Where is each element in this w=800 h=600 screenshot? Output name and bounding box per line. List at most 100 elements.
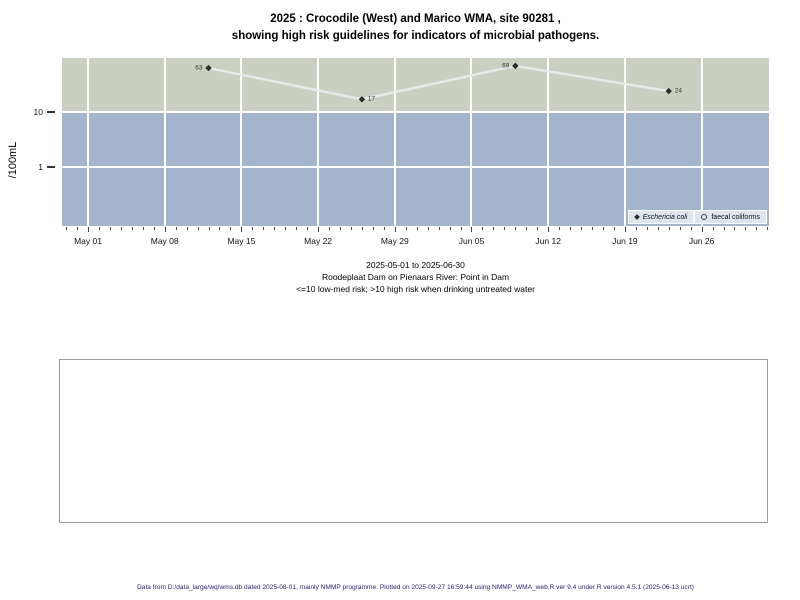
x-minor-tick xyxy=(230,227,232,230)
legend-item-ecoli: Eschericia coli xyxy=(627,210,695,224)
ecoli-series-svg xyxy=(205,62,672,103)
x-minor-tick xyxy=(613,227,615,230)
x-minor-tick xyxy=(745,227,747,230)
x-minor-tick xyxy=(153,227,155,230)
x-tick-label: May 08 xyxy=(150,236,179,246)
data-point-marker xyxy=(665,87,672,95)
x-minor-tick xyxy=(690,227,692,230)
x-major-tick xyxy=(394,227,396,232)
vertical-gridline xyxy=(470,58,473,226)
x-minor-tick xyxy=(263,227,265,230)
y-tick-label: 1 xyxy=(38,162,43,172)
horizontal-gridline xyxy=(62,166,769,168)
x-minor-tick xyxy=(592,227,594,230)
x-minor-tick xyxy=(350,227,352,230)
x-major-tick xyxy=(471,227,473,232)
x-minor-tick xyxy=(449,227,451,230)
data-point-label: 69 xyxy=(502,62,510,70)
x-minor-tick xyxy=(570,227,572,230)
x-minor-tick xyxy=(219,227,221,230)
empty-panel xyxy=(59,359,768,523)
x-minor-tick xyxy=(142,227,144,230)
plot-area: May 01 May 08 May 15 May 22 May 29 Jun 05 Jun … xyxy=(34,58,769,246)
low-med-risk-band xyxy=(62,112,769,226)
x-minor-tick xyxy=(635,227,637,230)
x-minor-tick xyxy=(767,227,769,230)
x-minor-tick xyxy=(372,227,374,230)
x-minor-tick xyxy=(515,227,517,230)
x-minor-tick xyxy=(493,227,495,230)
x-minor-tick xyxy=(646,227,648,230)
open-circle-icon xyxy=(701,214,708,220)
x-tick-label: Jun 26 xyxy=(688,236,715,246)
vertical-gridline xyxy=(700,58,703,226)
x-minor-tick xyxy=(679,227,681,230)
x-minor-tick xyxy=(712,227,714,230)
x-minor-tick xyxy=(98,227,100,230)
x-minor-tick xyxy=(77,227,79,230)
x-minor-tick xyxy=(197,227,199,230)
x-minor-tick xyxy=(537,227,539,230)
legend-item-faecal-coliforms: faecal coliforms xyxy=(694,210,767,224)
legend-label-faecal-coliforms: faecal coliforms xyxy=(711,213,760,221)
x-minor-tick xyxy=(361,227,363,230)
x-minor-tick xyxy=(329,227,331,230)
y-axis-label: /100mL xyxy=(7,141,19,179)
data-point-marker xyxy=(358,96,366,103)
chart-title-line1: 2025 : Crocodile (West) and Marico WMA, … xyxy=(270,13,561,25)
vertical-gridline xyxy=(393,58,396,226)
x-tick-label: May 29 xyxy=(380,236,409,246)
x-minor-tick xyxy=(427,227,429,230)
horizontal-gridline xyxy=(62,111,769,113)
subtitle-date-range: 2025-05-01 to 2025-06-30 xyxy=(366,260,465,270)
x-minor-tick xyxy=(131,227,133,230)
x-minor-tick xyxy=(383,227,385,230)
x-minor-tick xyxy=(668,227,670,230)
x-minor-tick xyxy=(526,227,528,230)
x-minor-tick xyxy=(340,227,341,230)
subtitle-site-description: Roodeplaat Dam on Pienaars River: Point … xyxy=(321,272,510,282)
x-minor-tick xyxy=(559,227,561,230)
x-minor-tick xyxy=(175,227,177,230)
x-minor-tick xyxy=(66,227,68,230)
y-tick xyxy=(47,166,55,168)
x-minor-tick xyxy=(723,227,725,230)
vertical-gridline xyxy=(240,58,243,226)
x-minor-tick xyxy=(581,227,583,230)
legend-label-ecoli: Eschericia coli xyxy=(642,213,688,221)
x-tick-label: May 15 xyxy=(227,236,256,246)
x-minor-tick xyxy=(296,227,298,230)
x-minor-tick xyxy=(734,227,736,230)
x-minor-tick xyxy=(405,227,407,230)
data-point-label: 17 xyxy=(367,95,376,103)
x-minor-tick xyxy=(416,227,418,230)
data-point-marker xyxy=(205,64,212,72)
x-major-tick xyxy=(164,227,166,232)
x-minor-tick xyxy=(252,227,254,230)
subtitle-risk-guideline: <=10 low-med risk; >10 high risk when dr… xyxy=(296,284,535,294)
x-minor-tick xyxy=(460,227,462,230)
legend: Eschericia coli faecal coliforms xyxy=(627,210,767,224)
x-minor-tick xyxy=(274,227,276,230)
x-minor-tick xyxy=(657,227,659,230)
x-minor-tick xyxy=(307,227,309,230)
x-minor-tick xyxy=(120,227,122,230)
chart-title-line2: showing high risk guidelines for indicat… xyxy=(231,30,600,42)
high-risk-band xyxy=(62,58,769,112)
x-minor-tick xyxy=(482,227,484,230)
x-tick-label: May 22 xyxy=(304,236,333,246)
x-minor-tick xyxy=(186,227,188,230)
x-minor-tick xyxy=(504,227,506,230)
vertical-gridline xyxy=(163,58,166,226)
x-tick-label: Jun 19 xyxy=(612,236,638,246)
x-tick-label: Jun 05 xyxy=(458,236,485,246)
y-tick-label: 10 xyxy=(33,107,43,117)
x-minor-tick xyxy=(109,227,111,230)
chart-subtitle: 2025-05-01 to 2025-06-30 Roodeplaat Dam … xyxy=(31,259,800,295)
data-point-label: 63 xyxy=(195,64,203,72)
data-point-marker xyxy=(512,62,519,70)
vertical-gridline xyxy=(87,58,89,226)
x-major-tick xyxy=(318,227,320,232)
x-tick-label: May 01 xyxy=(74,236,102,246)
